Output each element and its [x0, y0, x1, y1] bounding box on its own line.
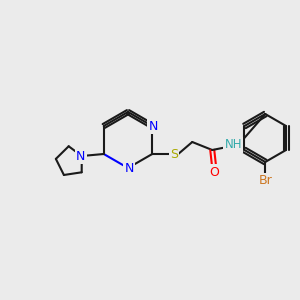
Text: N: N	[148, 119, 158, 133]
Text: NH: NH	[224, 139, 242, 152]
Text: N: N	[124, 163, 134, 176]
Text: S: S	[170, 148, 178, 160]
Text: N: N	[76, 149, 86, 163]
Text: Br: Br	[258, 175, 272, 188]
Text: O: O	[209, 166, 219, 178]
